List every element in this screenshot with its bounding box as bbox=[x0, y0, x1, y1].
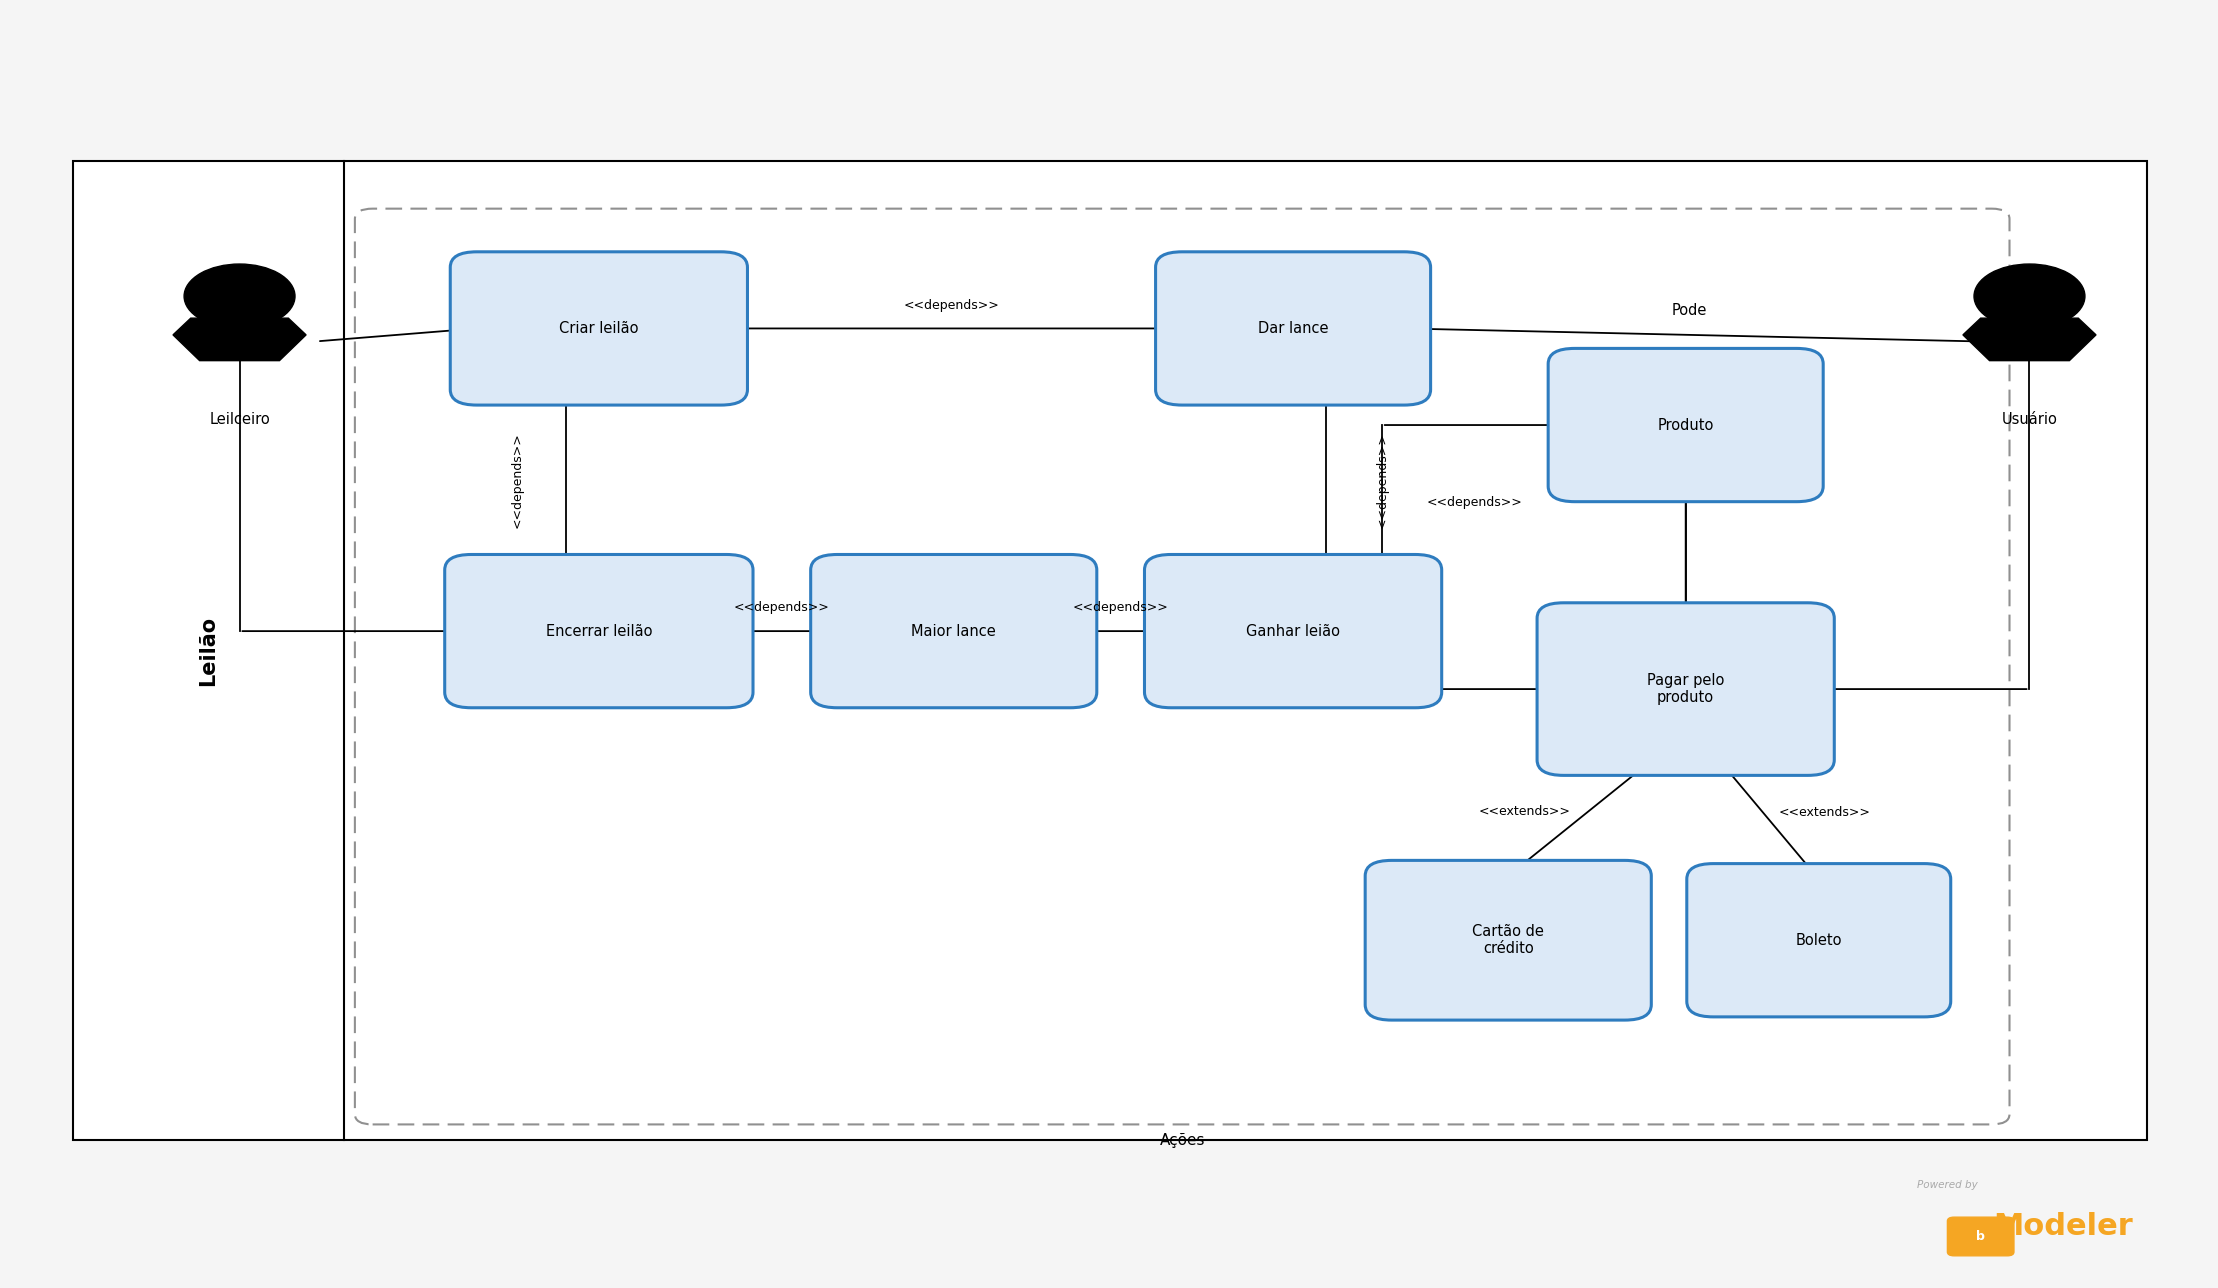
Text: <<depends>>: <<depends>> bbox=[510, 431, 523, 528]
Text: Modeler: Modeler bbox=[1992, 1212, 2134, 1240]
FancyBboxPatch shape bbox=[73, 161, 2147, 1140]
Text: Boleto: Boleto bbox=[1797, 933, 1841, 948]
Text: Maior lance: Maior lance bbox=[912, 623, 996, 639]
Text: b: b bbox=[1976, 1230, 1985, 1243]
FancyBboxPatch shape bbox=[1548, 349, 1823, 501]
Text: Powered by: Powered by bbox=[1916, 1180, 1978, 1190]
Text: Pode: Pode bbox=[1672, 303, 1706, 318]
FancyBboxPatch shape bbox=[444, 555, 754, 708]
FancyBboxPatch shape bbox=[450, 252, 747, 406]
Polygon shape bbox=[1963, 318, 2096, 361]
Text: Ações: Ações bbox=[1160, 1133, 1204, 1149]
Circle shape bbox=[1974, 264, 2085, 328]
Text: <<depends>>: <<depends>> bbox=[734, 601, 830, 614]
Text: Leilceiro: Leilceiro bbox=[208, 412, 271, 428]
Text: <<depends>>: <<depends>> bbox=[1074, 601, 1169, 614]
Text: Produto: Produto bbox=[1657, 417, 1715, 433]
FancyBboxPatch shape bbox=[1947, 1217, 2014, 1256]
Text: Cartão de
crédito: Cartão de crédito bbox=[1473, 923, 1544, 957]
Text: <<extends>>: <<extends>> bbox=[1779, 806, 1870, 819]
Text: Dar lance: Dar lance bbox=[1258, 321, 1329, 336]
Text: Ganhar leião: Ganhar leião bbox=[1247, 623, 1340, 639]
Text: <<extends>>: <<extends>> bbox=[1479, 805, 1570, 818]
FancyBboxPatch shape bbox=[1686, 863, 1952, 1018]
Text: Usuário: Usuário bbox=[2001, 412, 2058, 428]
Text: Leilão: Leilão bbox=[197, 616, 220, 685]
FancyBboxPatch shape bbox=[1156, 252, 1431, 406]
FancyBboxPatch shape bbox=[812, 555, 1096, 708]
Text: <<depends>>: <<depends>> bbox=[1375, 431, 1388, 528]
FancyBboxPatch shape bbox=[1537, 603, 1834, 775]
FancyBboxPatch shape bbox=[1366, 860, 1650, 1020]
Text: Criar leilão: Criar leilão bbox=[559, 321, 639, 336]
FancyBboxPatch shape bbox=[1144, 555, 1442, 708]
Text: Pagar pelo
produto: Pagar pelo produto bbox=[1648, 672, 1723, 706]
Text: Encerrar leilão: Encerrar leilão bbox=[546, 623, 652, 639]
Polygon shape bbox=[173, 318, 306, 361]
Text: <<depends>>: <<depends>> bbox=[1426, 496, 1522, 509]
Text: <<depends>>: <<depends>> bbox=[903, 299, 1000, 312]
Circle shape bbox=[184, 264, 295, 328]
